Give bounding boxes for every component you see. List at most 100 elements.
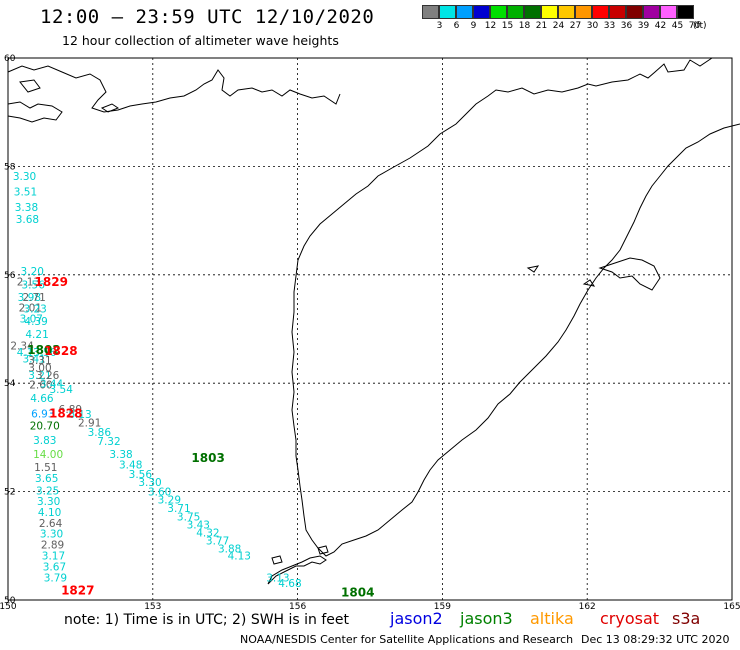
legend-labels: 3 6 9 12 15 18 21 24 27 30 33 36 39 42 45 70 (ft) <box>422 21 707 31</box>
color-legend: 3 6 9 12 15 18 21 24 27 30 33 36 39 42 45 70 (ft) <box>422 5 707 31</box>
longitude-tick-label: 159 <box>434 602 451 612</box>
wave-height-value: 3.54 <box>50 384 74 396</box>
latitude-tick-label: 54 <box>4 379 16 389</box>
wave-height-value: 3.43 <box>187 519 210 531</box>
wave-height-value: 3.60 <box>148 486 171 498</box>
legend-swatch <box>626 5 643 19</box>
latitude-labels: 60 58 56 54 52 50 <box>4 54 16 606</box>
legend-tick-label: 36 <box>620 21 633 31</box>
wave-height-value: 2.71 <box>22 292 45 304</box>
wave-height-value: 2.34 <box>10 341 34 353</box>
legend-tick-label: 27 <box>569 21 582 31</box>
satellite-name: altika <box>530 609 574 628</box>
legend-tick-label: 3 <box>436 21 443 31</box>
legend-swatch <box>575 5 592 19</box>
wave-height-value: 6.13 <box>68 409 91 421</box>
wave-height-observations: 3.303.513.383.682.133.982.013.073.203.56… <box>10 171 301 590</box>
wave-height-value: 2.01 <box>19 303 42 315</box>
wave-height-value: 3.38 <box>15 202 38 214</box>
satellite-name: jason2 <box>390 609 443 628</box>
wave-height-value: 3.30 <box>13 171 36 183</box>
orbit-pass-label: 1803 <box>191 451 224 465</box>
legend-swatch <box>456 5 473 19</box>
legend-swatch <box>677 5 694 19</box>
wave-height-value: 3.65 <box>35 473 58 485</box>
wave-height-value: 3.30 <box>40 529 63 541</box>
legend-swatch <box>524 5 541 19</box>
wave-height-value: 2.13 <box>17 277 40 289</box>
satellite-name: cryosat <box>600 609 660 628</box>
wave-height-value: 3.25 <box>36 485 59 497</box>
credit-line: NOAA/NESDIS Center for Satellite Applica… <box>240 633 574 646</box>
wave-height-value: 3.71 <box>167 503 190 515</box>
longitude-tick-label: 162 <box>579 602 596 612</box>
legend-swatch <box>439 5 456 19</box>
wave-height-value: 4.10 <box>38 507 61 519</box>
wave-height-value: 3.44 <box>40 379 64 391</box>
wave-height-value: 4.39 <box>24 316 47 328</box>
wave-height-value: 3.88 <box>218 543 241 555</box>
wave-height-value: 3.38 <box>109 449 132 461</box>
wave-height-value: 3.17 <box>42 550 65 562</box>
legend-swatch <box>609 5 626 19</box>
latitude-tick-label: 50 <box>4 596 16 606</box>
wave-height-value: 3.48 <box>119 459 142 471</box>
satellite-name: s3a <box>672 609 701 628</box>
map-title: 12:00 – 23:59 UTC 12/10/2020 <box>40 6 375 28</box>
wave-height-value: 3.56 <box>129 469 153 481</box>
wave-height-value: 3.77 <box>206 536 229 548</box>
latitude-tick-label: 58 <box>4 162 16 172</box>
wave-height-value: 3.26 <box>36 370 60 382</box>
satellite-name: jason3 <box>460 609 513 628</box>
legend-tick-label: 24 <box>552 21 565 31</box>
wave-height-value: 3.31 <box>28 355 51 367</box>
longitude-tick-label: 165 <box>723 602 740 612</box>
wave-height-value: 4.68 <box>278 578 301 590</box>
wave-height-value: 3.83 <box>33 435 56 447</box>
wave-height-value: 3.00 <box>28 362 51 374</box>
wave-height-value: 2.64 <box>39 518 63 530</box>
legend-tick-label: 9 <box>470 21 477 31</box>
lat-lon-grid <box>8 58 732 600</box>
wave-height-value: 20.70 <box>30 420 60 432</box>
wave-height-value: 4.32 <box>196 528 219 540</box>
wave-height-value: 3.21 <box>28 370 51 382</box>
legend-tick-label: 45 <box>671 21 684 31</box>
wave-height-value: 3.68 <box>16 214 39 226</box>
wave-height-value: 4.66 <box>30 393 54 405</box>
orbit-pass-label: 1804 <box>341 586 374 600</box>
wave-height-value: 3.56 <box>33 347 57 359</box>
wave-height-value: 3.20 <box>21 266 44 278</box>
longitude-tick-label: 153 <box>144 602 161 612</box>
legend-swatch <box>507 5 524 19</box>
wave-height-value: 1.51 <box>34 462 57 474</box>
longitude-labels: 150 153 156 159 162 165 <box>0 602 740 612</box>
legend-tick-label: 18 <box>518 21 531 31</box>
legend-swatch <box>660 5 677 19</box>
wave-height-value: 3.51 <box>14 187 37 199</box>
legend-swatch <box>592 5 609 19</box>
wave-height-value: 7.32 <box>97 436 120 448</box>
legend-tick-label: 70 <box>688 21 701 31</box>
wave-height-value: 4.13 <box>17 347 40 359</box>
legend-swatch <box>422 5 439 19</box>
wave-height-value: 3.86 <box>88 427 112 439</box>
legend-tick-label: 42 <box>654 21 667 31</box>
wave-height-value: 3.41 <box>22 354 45 366</box>
wave-height-value: 3.13 <box>266 573 289 585</box>
wave-height-value: 3.56 <box>22 279 46 291</box>
wave-height-value: 3.07 <box>20 313 43 325</box>
orbit-pass-label: 1828 <box>44 344 77 358</box>
legend-swatch <box>473 5 490 19</box>
orbit-pass-label: 1828 <box>49 406 82 420</box>
wave-height-value: 3.79 <box>44 573 67 585</box>
legend-swatch <box>558 5 575 19</box>
map-frame <box>7 57 733 601</box>
legend-swatch <box>541 5 558 19</box>
latitude-tick-label: 52 <box>4 488 15 498</box>
legend-swatch <box>490 5 507 19</box>
latitude-tick-label: 60 <box>4 54 16 64</box>
legend-swatches <box>422 5 706 19</box>
